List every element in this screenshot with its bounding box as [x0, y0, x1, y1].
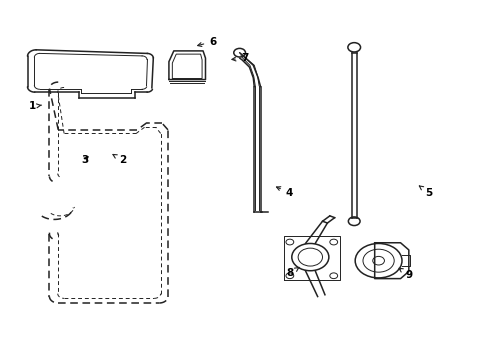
Text: 9: 9	[398, 268, 412, 280]
Text: 6: 6	[197, 37, 216, 46]
Text: 3: 3	[81, 155, 88, 165]
Text: 8: 8	[286, 267, 299, 278]
Text: 5: 5	[418, 186, 431, 198]
Text: 7: 7	[231, 53, 248, 63]
Text: 2: 2	[113, 154, 126, 165]
Text: 4: 4	[276, 187, 292, 198]
Text: 1: 1	[29, 102, 41, 112]
